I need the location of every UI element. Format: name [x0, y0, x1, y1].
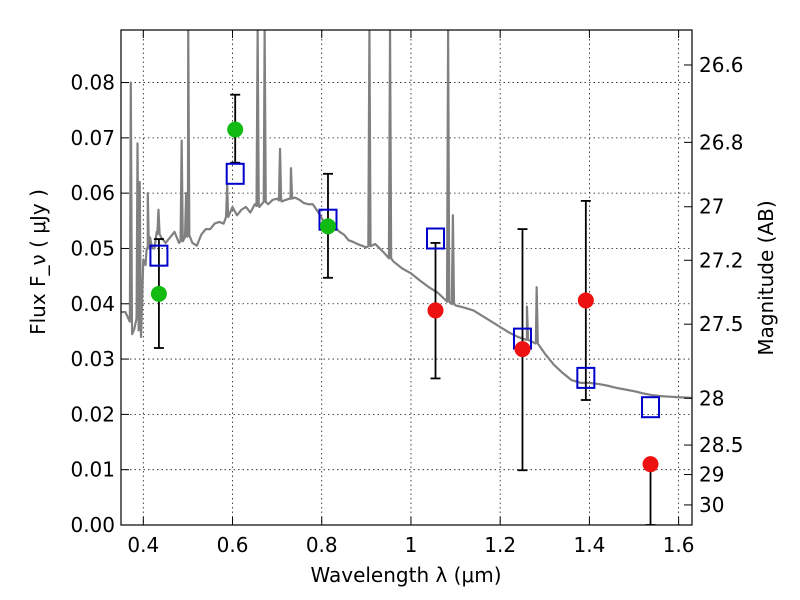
y-axis-right-title: Magnitude (AB) [754, 200, 778, 355]
y-tick-label: 0.08 [70, 71, 115, 95]
model-square-marker [576, 366, 596, 389]
x-tick-label: 0.8 [306, 533, 338, 557]
undetected-point [577, 292, 594, 309]
x-tick-label: 0.4 [127, 533, 159, 557]
detected-point [227, 121, 244, 138]
model-square-marker [425, 227, 445, 250]
y-tick-label: 0.04 [70, 292, 115, 316]
y-tick-label: 0.07 [70, 126, 115, 150]
model-square-marker [149, 244, 169, 267]
x-tick-label: 1 [405, 533, 418, 557]
right-tick-label: 26.6 [699, 53, 744, 77]
detected-point [319, 218, 336, 235]
x-tick-label: 1.2 [484, 533, 516, 557]
grid [121, 30, 692, 526]
y-tick-label: 0.00 [70, 513, 115, 537]
plot-frame [120, 29, 693, 526]
y-axis-title: Flux F_ν ( μJy ) [26, 189, 50, 335]
right-tick-label: 29 [699, 463, 724, 487]
undetected-point [642, 456, 659, 473]
model-square-marker [641, 396, 661, 419]
undetected-point [427, 302, 444, 319]
marker-layer [149, 121, 661, 473]
y-tick-label: 0.01 [70, 458, 115, 482]
right-tick-label: 28.5 [699, 433, 744, 457]
right-tick-label: 27.2 [699, 248, 744, 272]
y-tick-label: 0.05 [70, 236, 115, 260]
errorbar-layer [153, 93, 656, 525]
y-tick-label: 0.03 [70, 347, 115, 371]
x-tick-label: 0.6 [217, 533, 249, 557]
y-tick-label: 0.02 [70, 402, 115, 426]
right-tick-label: 27 [699, 195, 724, 219]
axis-ticks: 0.4 0.6 0.8 1 1.2 1.4 1.6 0.00 0.01 0.02 0.03 0.04 0… [70, 30, 744, 557]
spectrum-line [121, 30, 692, 399]
undetected-point [514, 341, 531, 358]
right-tick-label: 30 [699, 493, 724, 517]
y-tick-label: 0.06 [70, 181, 115, 205]
x-axis-title: Wavelength λ (μm) [310, 563, 501, 587]
right-tick-label: 27.5 [699, 312, 744, 336]
model-square-marker [225, 162, 245, 185]
right-tick-label: 28 [699, 386, 724, 410]
spectrum-layer [121, 30, 692, 399]
x-tick-label: 1.6 [663, 533, 695, 557]
detected-point [150, 285, 167, 302]
x-tick-label: 1.4 [573, 533, 605, 557]
right-tick-label: 26.8 [699, 130, 744, 154]
